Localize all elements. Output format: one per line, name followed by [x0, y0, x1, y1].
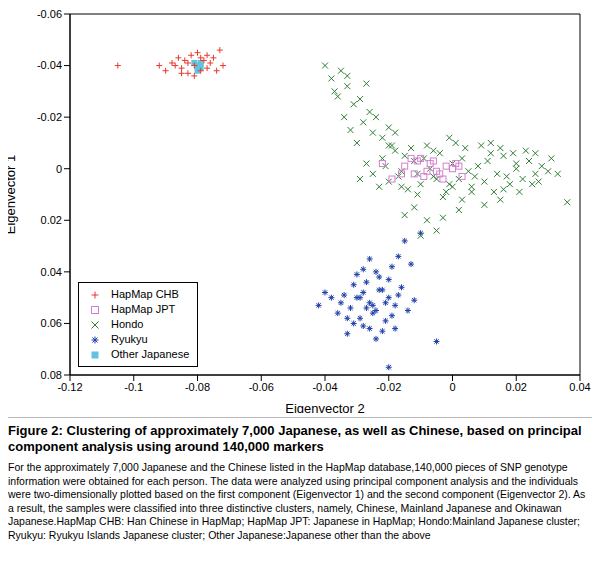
- svg-text:0: 0: [449, 381, 455, 393]
- svg-text:-0.1: -0.1: [124, 381, 143, 393]
- html-text:Hondo: Hondo: [111, 318, 144, 330]
- html-text:Ryukyu: Ryukyu: [111, 333, 148, 345]
- svg-text:Eigenvector 2: Eigenvector 2: [285, 401, 365, 413]
- svg-text:0.04: 0.04: [569, 381, 590, 393]
- svg-text:-0.02: -0.02: [37, 111, 62, 123]
- svg-text:0.06: 0.06: [41, 317, 62, 329]
- html-text:HapMap CHB: HapMap CHB: [111, 288, 179, 300]
- svg-text:-0.02: -0.02: [376, 381, 401, 393]
- svg-text:0: 0: [56, 163, 62, 175]
- svg-text:-0.08: -0.08: [185, 381, 210, 393]
- svg-text:-0.04: -0.04: [312, 381, 337, 393]
- svg-text:-0.06: -0.06: [37, 8, 62, 20]
- html-text:Other Japanese: Other Japanese: [111, 348, 190, 360]
- html-text:For the approximately 7,000 Ja: For the approximately 7,000 Japanese and…: [8, 461, 586, 541]
- svg-text:0.08: 0.08: [41, 369, 62, 381]
- svg-text:-0.04: -0.04: [37, 59, 62, 71]
- svg-text:0.02: 0.02: [506, 381, 527, 393]
- svg-text:0.02: 0.02: [41, 214, 62, 226]
- svg-text:Eigenvector 1: Eigenvector 1: [8, 155, 18, 235]
- html-text:HapMap JPT: HapMap JPT: [111, 303, 176, 315]
- svg-text:-0.06: -0.06: [249, 381, 274, 393]
- html-text:Figure 2: Clustering of approx: Figure 2: Clustering of approximately 7,…: [8, 423, 582, 454]
- svg-text:-0.12: -0.12: [57, 381, 82, 393]
- svg-text:0.04: 0.04: [41, 266, 62, 278]
